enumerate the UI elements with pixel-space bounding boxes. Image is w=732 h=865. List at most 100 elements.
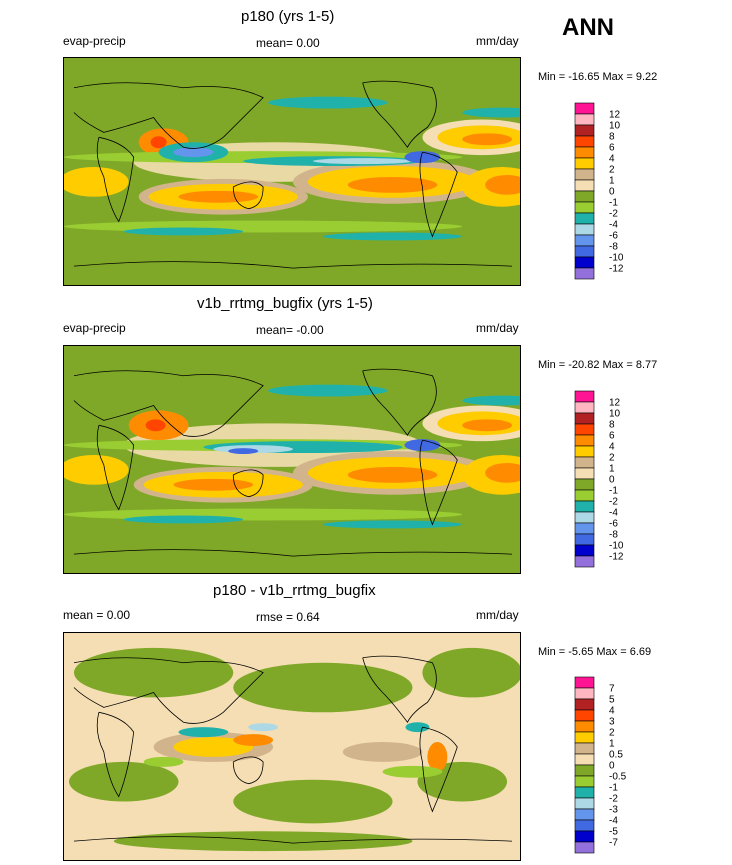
colorbar-tick-label: -4 — [609, 508, 618, 519]
colorbar-tick-label: -12 — [609, 264, 624, 275]
colorbar-swatch — [574, 445, 595, 458]
panel2-minmax: Min = -20.82 Max = 8.77 — [538, 359, 658, 371]
colorbar-tick-label: 0 — [609, 761, 615, 772]
colorbar-swatch — [574, 124, 595, 137]
panel3-title: p180 - v1b_rrtmg_bugfix — [213, 582, 376, 599]
colorbar-tick-label: -7 — [609, 838, 618, 849]
colorbar-swatch — [574, 201, 595, 214]
panel3-colorbar: 7 5 4 3 2 1 0.5 0 -0.5 -1 -2 -3 -4 -5 -7 — [574, 676, 635, 854]
colorbar-swatch — [574, 676, 595, 689]
colorbar-tick-label: -1 — [609, 198, 618, 209]
panel2-map — [63, 345, 521, 574]
colorbar-tick-label: 8 — [609, 132, 615, 143]
colorbar-tick-label: -10 — [609, 541, 624, 552]
colorbar-tick-label: -4 — [609, 816, 618, 827]
colorbar-tick-label: -2 — [609, 497, 618, 508]
colorbar-tick-label: 10 — [609, 409, 621, 420]
colorbar-tick-label: 0 — [609, 187, 615, 198]
panel2-colorbar: 12 10 8 6 4 2 1 0 -1 -2 -4 -6 -8 -10 -12 — [574, 390, 635, 568]
colorbar-swatch — [574, 157, 595, 170]
panel1-map — [63, 57, 521, 286]
colorbar-tick-label: -2 — [609, 794, 618, 805]
colorbar-swatch — [574, 190, 595, 203]
colorbar-swatch — [574, 555, 595, 568]
colorbar-swatch — [574, 412, 595, 425]
colorbar-swatch — [574, 489, 595, 502]
colorbar-swatch — [574, 434, 595, 447]
colorbar-tick-label: 3 — [609, 717, 615, 728]
colorbar-swatch — [574, 223, 595, 236]
colorbar-tick-label: 6 — [609, 431, 615, 442]
colorbar-swatch — [574, 146, 595, 159]
colorbar-swatch — [574, 764, 595, 777]
colorbar-swatch — [574, 797, 595, 810]
colorbar-tick-label: 4 — [609, 442, 615, 453]
colorbar-swatch — [574, 256, 595, 269]
colorbar-swatch — [574, 753, 595, 766]
panel2-units-label: mm/day — [476, 321, 519, 335]
colorbar-swatch — [574, 423, 595, 436]
colorbar-tick-label: -8 — [609, 242, 618, 253]
colorbar-tick-label: 0 — [609, 475, 615, 486]
colorbar-swatch — [574, 720, 595, 733]
panel3-map — [63, 632, 521, 861]
colorbar-swatch — [574, 456, 595, 469]
colorbar-swatch — [574, 830, 595, 843]
colorbar-tick-label: 2 — [609, 165, 615, 176]
colorbar-tick-label: 2 — [609, 453, 615, 464]
colorbar-swatch — [574, 687, 595, 700]
panel1-title: p180 (yrs 1-5) — [241, 8, 335, 25]
colorbar-tick-label: -8 — [609, 530, 618, 541]
colorbar-tick-label: 7 — [609, 684, 615, 695]
colorbar-tick-label: 6 — [609, 143, 615, 154]
colorbar-swatch — [574, 709, 595, 722]
panel1-colorbar: 12 10 8 6 4 2 1 0 -1 -2 -4 -6 -8 -10 -12 — [574, 102, 635, 280]
colorbar-swatch — [574, 234, 595, 247]
colorbar-swatch — [574, 511, 595, 524]
colorbar-tick-label: -6 — [609, 231, 618, 242]
colorbar-tick-label: 12 — [609, 398, 621, 409]
colorbar-tick-label: 1 — [609, 464, 615, 475]
colorbar-swatch — [574, 390, 595, 403]
colorbar-swatch — [574, 808, 595, 821]
colorbar-swatch — [574, 533, 595, 546]
colorbar-tick-label: -10 — [609, 253, 624, 264]
panel1-variable-label: evap-precip — [63, 34, 126, 48]
colorbar-tick-label: 12 — [609, 110, 621, 121]
colorbar-swatch — [574, 775, 595, 788]
colorbar-swatch — [574, 500, 595, 513]
colorbar-tick-label: -12 — [609, 552, 624, 563]
colorbar-tick-label: -1 — [609, 783, 618, 794]
colorbar-swatch — [574, 102, 595, 115]
colorbar-swatch — [574, 113, 595, 126]
colorbar-tick-label: -0.5 — [609, 772, 627, 783]
colorbar-swatch — [574, 135, 595, 148]
colorbar-tick-label: 8 — [609, 420, 615, 431]
colorbar-tick-label: -6 — [609, 519, 618, 530]
colorbar-tick-label: 4 — [609, 706, 615, 717]
panel1-mean-label: mean= 0.00 — [256, 36, 320, 50]
colorbar-tick-label: -3 — [609, 805, 618, 816]
panel1-units-label: mm/day — [476, 34, 519, 48]
colorbar-swatch — [574, 819, 595, 832]
panel2-variable-label: evap-precip — [63, 321, 126, 335]
colorbar-swatch — [574, 401, 595, 414]
colorbar-swatch — [574, 742, 595, 755]
colorbar-swatch — [574, 786, 595, 799]
colorbar-swatch — [574, 467, 595, 480]
colorbar-tick-label: 0.5 — [609, 750, 623, 761]
colorbar-tick-label: 5 — [609, 695, 615, 706]
colorbar-tick-label: 1 — [609, 176, 615, 187]
colorbar-swatch — [574, 179, 595, 192]
colorbar-tick-label: 2 — [609, 728, 615, 739]
panel2-mean-label: mean= -0.00 — [256, 323, 324, 337]
colorbar-tick-label: 10 — [609, 121, 621, 132]
colorbar-tick-label: 4 — [609, 154, 615, 165]
colorbar-tick-label: 1 — [609, 739, 615, 750]
colorbar-tick-label: -2 — [609, 209, 618, 220]
colorbar-tick-label: -4 — [609, 220, 618, 231]
colorbar-swatch — [574, 212, 595, 225]
colorbar-tick-label: -5 — [609, 827, 618, 838]
panel2-title: v1b_rrtmg_bugfix (yrs 1-5) — [197, 295, 373, 312]
colorbar-swatch — [574, 731, 595, 744]
